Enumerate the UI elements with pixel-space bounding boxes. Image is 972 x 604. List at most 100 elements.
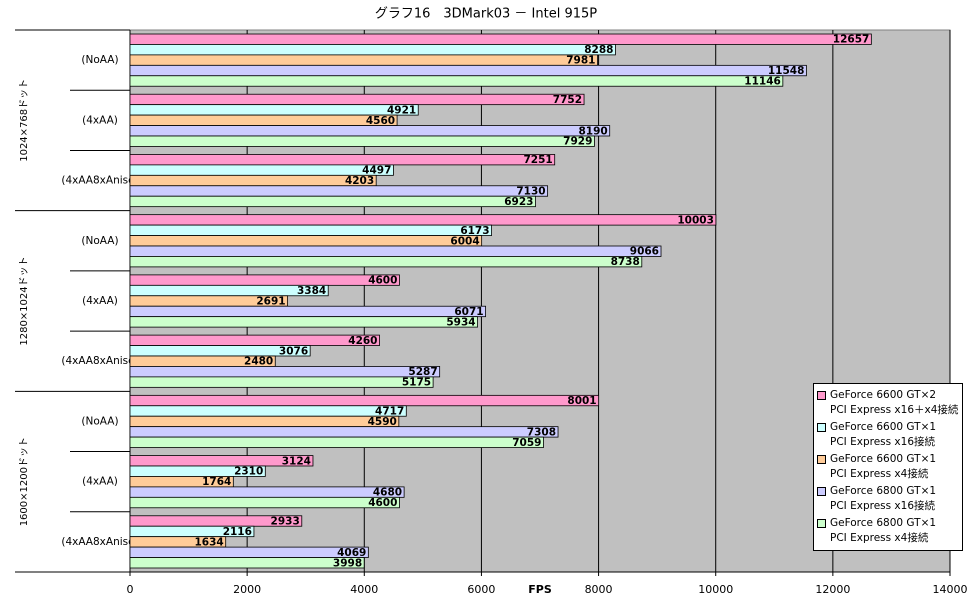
data-label: 7752 <box>553 94 582 106</box>
data-label: 3076 <box>279 345 308 357</box>
x-tick-label: 12000 <box>815 583 850 596</box>
data-label: 10003 <box>677 214 714 226</box>
bar <box>129 164 394 176</box>
data-label: 4717 <box>375 406 404 418</box>
data-label: 4600 <box>368 497 397 509</box>
legend-swatch <box>817 391 826 400</box>
data-label: 4260 <box>348 335 377 347</box>
bar <box>129 64 807 77</box>
data-label: 6923 <box>504 196 533 208</box>
legend: GeForce 6600 GT×2 PCI Express x16＋x4接続 Ge… <box>813 383 963 551</box>
data-label: 7130 <box>516 186 545 198</box>
data-label: 3998 <box>333 557 362 569</box>
bar <box>129 44 616 56</box>
data-label: 4203 <box>345 175 374 187</box>
legend-label: GeForce 6600 GT×1 PCI Express x16接続 <box>830 421 937 448</box>
bar <box>129 114 398 126</box>
group-label: 1280×1024ドット <box>19 256 30 345</box>
legend-item: GeForce 6600 GT×1 PCI Express x4接続 <box>817 452 959 482</box>
x-axis-title: FPS <box>528 583 552 596</box>
bar <box>129 316 478 328</box>
bar <box>129 496 400 509</box>
y-tick-label: (4xAA) <box>82 114 118 126</box>
y-tick-label: (4xAA8xAniso) <box>61 175 138 187</box>
chart-title: グラフ16 3DMark03 － Intel 915P <box>375 7 597 22</box>
legend-swatch <box>817 519 826 528</box>
y-tick-label: (NoAA) <box>81 235 118 247</box>
bar <box>129 394 600 407</box>
bar <box>129 54 598 66</box>
data-label: 1764 <box>202 476 231 488</box>
x-tick-label: 2000 <box>233 583 261 596</box>
bar <box>129 195 536 208</box>
bar <box>129 33 872 45</box>
data-label: 8288 <box>584 44 613 56</box>
data-label: 6173 <box>460 225 489 237</box>
data-label: 6004 <box>450 235 479 247</box>
group-label: 1024×768ドット <box>19 79 30 162</box>
bar <box>129 224 492 236</box>
data-label: 8190 <box>578 125 607 137</box>
bar <box>129 245 662 257</box>
legend-item: GeForce 6800 GT×1 PCI Express x4接続 <box>817 516 959 546</box>
data-label: 5934 <box>446 316 475 328</box>
data-label: 2310 <box>234 466 263 478</box>
bar <box>129 426 559 438</box>
data-label: 4590 <box>368 416 397 428</box>
data-label: 2480 <box>244 356 273 368</box>
bar <box>129 415 400 428</box>
x-tick-label: 0 <box>127 583 134 596</box>
data-label: 2116 <box>223 526 252 538</box>
legend-label: GeForce 6600 GT×1 PCI Express x4接続 <box>830 453 937 480</box>
bar <box>129 214 717 226</box>
data-label: 12657 <box>833 34 870 46</box>
data-label: 9066 <box>630 246 659 258</box>
x-tick-label: 4000 <box>350 583 378 596</box>
y-tick-label: (4xAA) <box>82 295 118 307</box>
bar <box>129 135 595 147</box>
legend-label: GeForce 6800 GT×1 PCI Express x16接続 <box>830 485 937 512</box>
data-label: 4560 <box>366 115 395 127</box>
legend-label: GeForce 6800 GT×1 PCI Express x4接続 <box>830 517 937 544</box>
bar <box>129 185 549 197</box>
data-label: 6071 <box>454 306 483 318</box>
data-label: 4069 <box>337 547 366 559</box>
data-label: 4921 <box>387 104 416 116</box>
legend-swatch <box>817 423 826 432</box>
x-tick-label: 14000 <box>933 583 968 596</box>
data-label: 7251 <box>523 154 552 166</box>
bar <box>129 305 486 318</box>
x-tick-label: 8000 <box>585 583 613 596</box>
data-label: 7059 <box>512 437 541 449</box>
data-label: 5287 <box>408 366 437 378</box>
data-label: 2691 <box>256 296 285 308</box>
data-label: 7308 <box>527 426 556 438</box>
y-tick-label: (4xAA8xAniso) <box>61 355 138 367</box>
data-label: 4600 <box>368 275 397 287</box>
bar <box>129 274 400 286</box>
data-label: 7981 <box>566 55 595 67</box>
bar <box>129 174 377 187</box>
bar <box>129 256 643 268</box>
bar <box>129 334 380 346</box>
data-label: 1634 <box>194 536 223 548</box>
data-label: 8738 <box>611 256 640 268</box>
legend-swatch <box>817 487 826 496</box>
bar <box>129 235 483 247</box>
legend-swatch <box>817 455 826 464</box>
data-label: 7929 <box>563 136 592 148</box>
legend-item: GeForce 6800 GT×1 PCI Express x16接続 <box>817 484 959 514</box>
group-label: 1600×1200ドット <box>19 437 30 526</box>
y-tick-label: (4xAA) <box>82 476 118 488</box>
data-label: 8001 <box>567 395 596 407</box>
data-label: 3384 <box>297 285 326 297</box>
data-label: 2933 <box>271 516 300 528</box>
data-label: 3124 <box>282 455 311 467</box>
y-tick-label: (4xAA8xAniso) <box>61 536 138 548</box>
legend-item: GeForce 6600 GT×1 PCI Express x16接続 <box>817 420 959 450</box>
bar <box>129 376 434 388</box>
bar <box>129 557 365 569</box>
x-tick-label: 10000 <box>698 583 733 596</box>
bar <box>129 75 784 87</box>
